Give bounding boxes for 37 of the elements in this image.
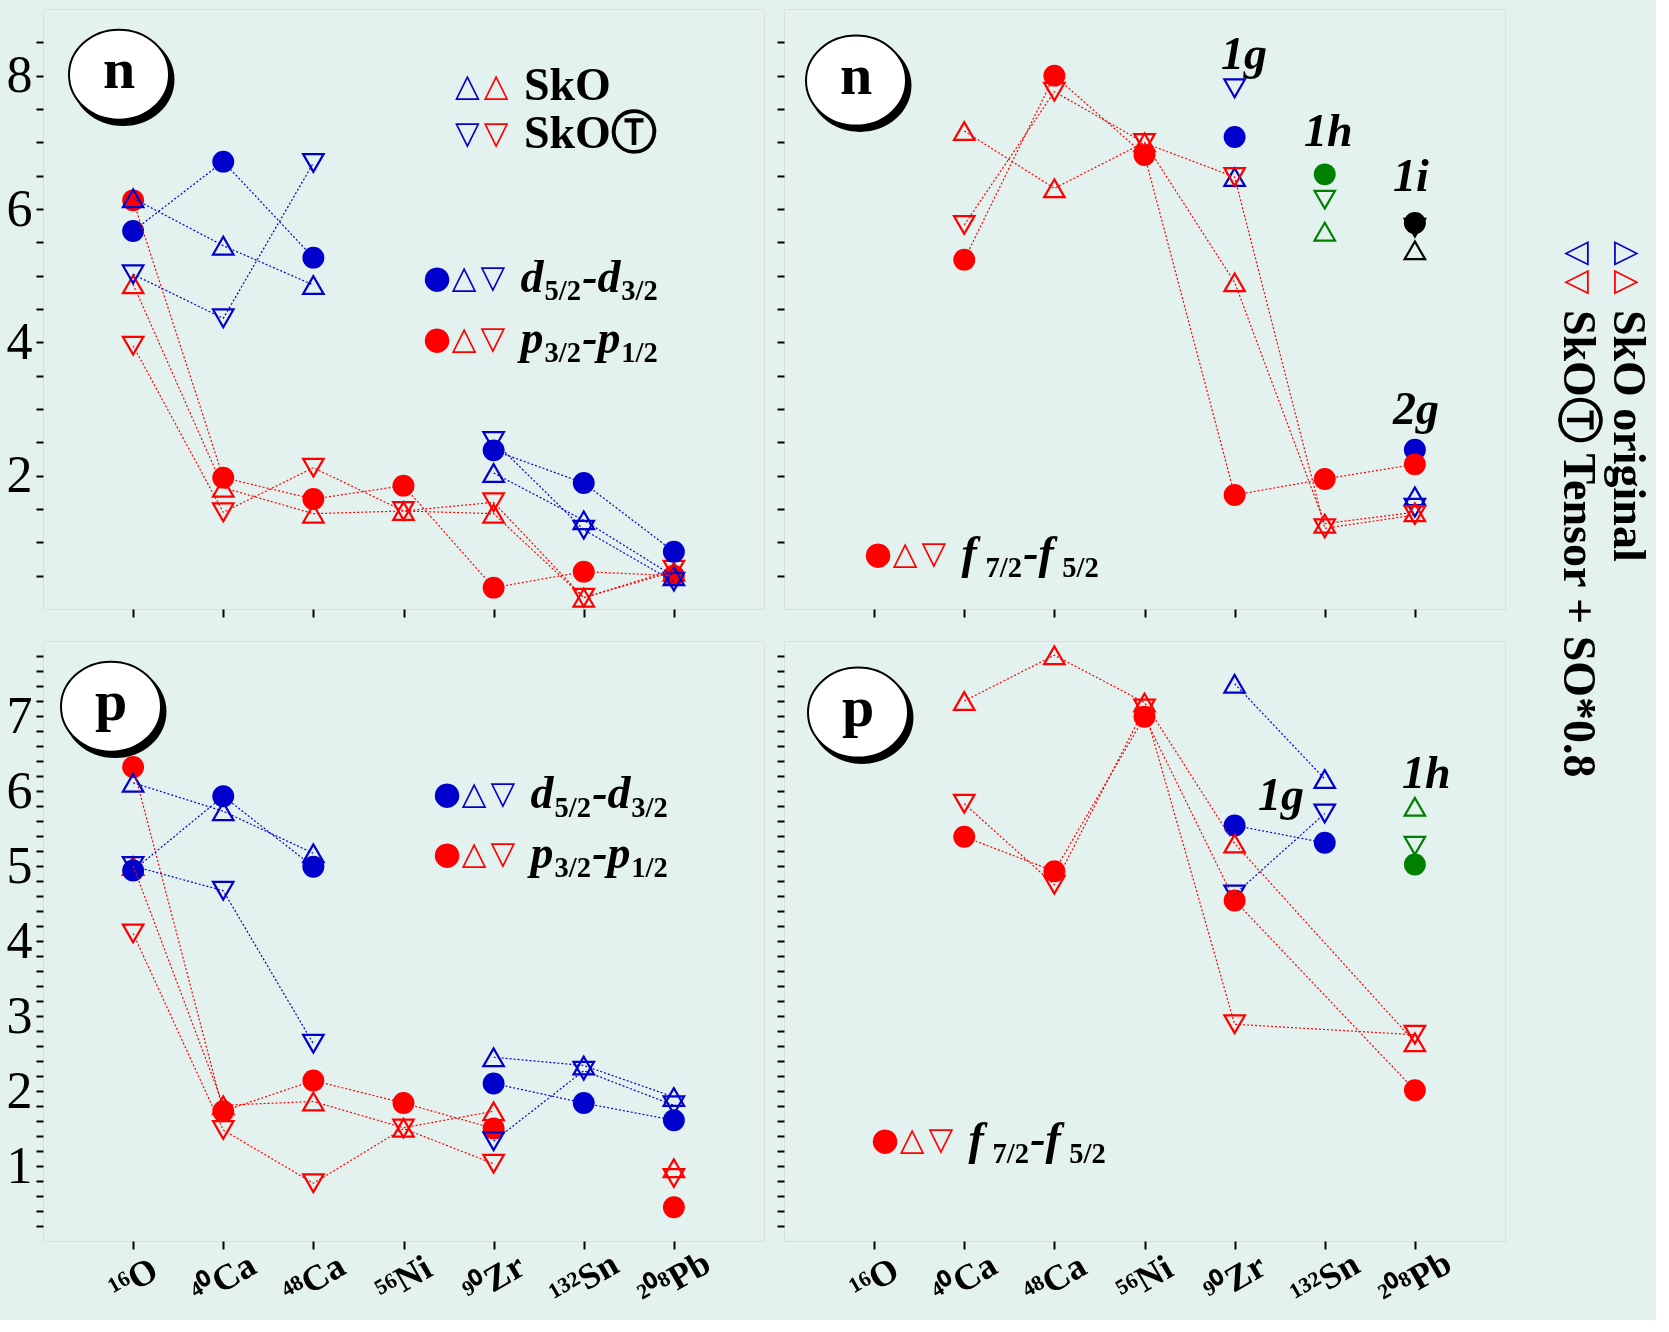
x-tick-label: ²⁰⁸Pb [1371, 1242, 1459, 1316]
x-tick-label: ⁹⁰Zr [456, 1245, 532, 1312]
y-tick-label: 4 [6, 312, 33, 370]
x-tick-label: ¹³²Sn [542, 1243, 626, 1315]
x-tick-label: ⁵⁶Ni [368, 1246, 439, 1311]
text: ▽▽ SkOⓉ Tensor + SO*0.8 [1554, 241, 1605, 778]
y-tick-label: 2 [6, 1061, 33, 1119]
annotation: 1g [1221, 28, 1268, 80]
x-tick-label: ¹⁶O [842, 1248, 906, 1309]
x-tick-label: ²⁰⁸Pb [630, 1242, 718, 1316]
x-tick-label: ⁴⁰Ca [183, 1244, 263, 1313]
annotation: p [841, 673, 875, 739]
y-tick-label: 1 [6, 1136, 33, 1194]
annotation: 1h [1402, 747, 1451, 799]
annotation: n [839, 41, 873, 107]
y-tick-label: 6 [6, 761, 33, 819]
annotation: 1h [1304, 104, 1353, 156]
text: △△ SkO original [1604, 241, 1655, 562]
y-tick-label: 8 [6, 46, 33, 104]
y-tick-label: 6 [6, 179, 33, 237]
x-tick-label: ⁴⁸Ca [274, 1244, 352, 1313]
y-tick-label: 3 [6, 986, 33, 1044]
x-tick-label: ⁹⁰Zr [1197, 1245, 1273, 1312]
x-tick-label: ⁴⁰Ca [924, 1244, 1004, 1313]
x-tick-label: ¹⁶O [101, 1248, 165, 1309]
x-tick-label: ¹³²Sn [1283, 1243, 1367, 1315]
annotation: p [94, 667, 128, 733]
x-tick-label: ⁴⁸Ca [1015, 1244, 1093, 1313]
y-tick-label: 5 [6, 836, 33, 894]
y-tick-label: 7 [6, 686, 33, 744]
annotation: 1g [1258, 768, 1305, 820]
x-tick-label: ⁵⁶Ni [1109, 1246, 1180, 1311]
y-tick-label: 4 [6, 911, 33, 969]
annotation: 1i [1393, 149, 1430, 201]
y-tick-label: 2 [6, 446, 33, 504]
annotation: n [102, 35, 136, 101]
annotation: 2g [1392, 382, 1440, 434]
